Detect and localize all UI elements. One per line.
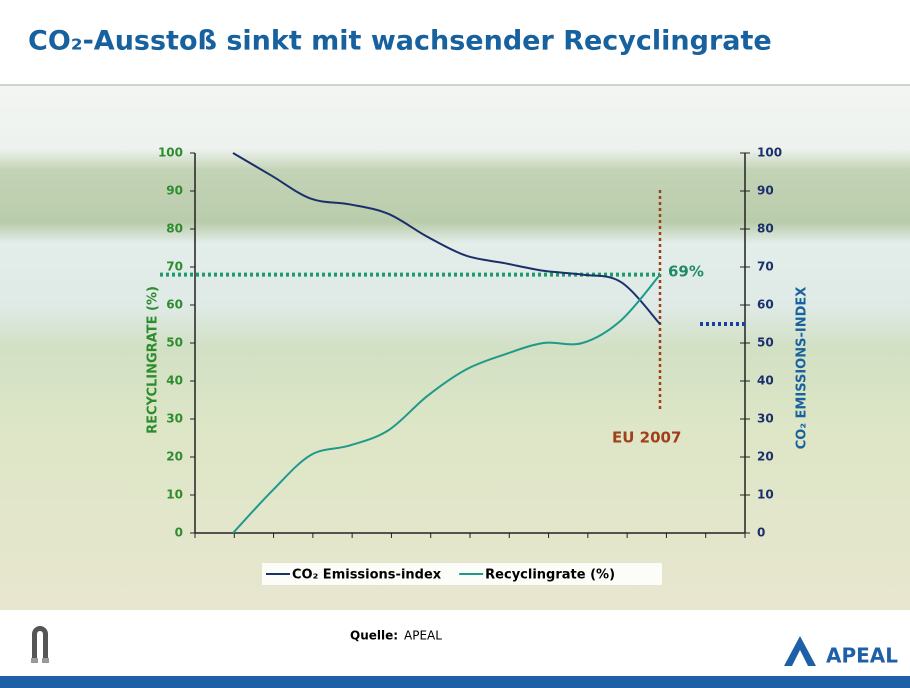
annotation: EU 2007 — [612, 429, 681, 447]
y2-tick-label: 50 — [757, 336, 774, 350]
y-tick-label: 90 — [166, 184, 183, 198]
y2-tick-label: 30 — [757, 412, 774, 426]
logo-text: APEAL — [826, 644, 898, 668]
y2-tick-label: 100 — [757, 146, 782, 160]
annotation: 69% — [668, 263, 704, 281]
y-tick-label: 20 — [166, 450, 183, 464]
slide-title: CO₂-Ausstoß sinkt mit wachsender Recycli… — [28, 26, 772, 57]
y-tick-label: 70 — [166, 260, 183, 274]
legend-label: CO₂ Emissions-index — [292, 568, 442, 583]
y2-tick-label: 40 — [757, 374, 774, 388]
footer-bar — [0, 676, 910, 688]
source: APEAL — [404, 629, 442, 643]
slide: CO₂-Ausstoß sinkt mit wachsender Recycli… — [0, 0, 910, 688]
y2-tick-label: 10 — [757, 488, 774, 502]
y2-tick-label: 20 — [757, 450, 774, 464]
chart: CO₂-Ausstoß sinkt mit wachsender Recycli… — [0, 0, 910, 688]
y-tick-label: 50 — [166, 336, 183, 350]
y2-tick-label: 0 — [757, 526, 765, 540]
legend-label: Recyclingrate (%) — [485, 568, 615, 583]
source-label: Quelle: — [350, 629, 398, 643]
y-axis-label: RECYCLINGRATE (%) — [146, 286, 161, 434]
y-tick-label: 10 — [166, 488, 183, 502]
y-tick-label: 40 — [166, 374, 183, 388]
y-tick-label: 100 — [158, 146, 183, 160]
y2-tick-label: 90 — [757, 184, 774, 198]
footer-bg — [0, 610, 910, 676]
y2-tick-label: 70 — [757, 260, 774, 274]
y2-tick-label: 60 — [757, 298, 774, 312]
y2-axis-label: CO₂ EMISSIONS-INDEX — [795, 287, 810, 450]
y-tick-label: 80 — [166, 222, 183, 236]
y-tick-label: 60 — [166, 298, 183, 312]
y-tick-label: 30 — [166, 412, 183, 426]
y-tick-label: 0 — [175, 526, 183, 540]
y2-tick-label: 80 — [757, 222, 774, 236]
